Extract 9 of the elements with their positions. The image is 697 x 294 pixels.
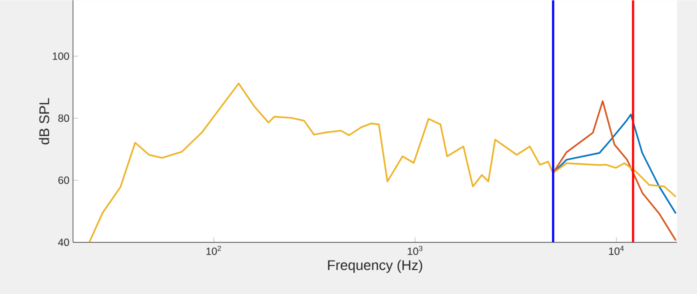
x-tick-label: 10$^{2}$ bbox=[206, 246, 221, 255]
y-axis-title: dB SPL bbox=[38, 98, 50, 144]
y-tick-label: 80 bbox=[58, 114, 70, 122]
y-tick-label: 100 bbox=[52, 52, 70, 60]
y-tick-label: 40 bbox=[58, 238, 70, 246]
x-tick-label: 10$^{4}$ bbox=[609, 246, 624, 255]
x-axis-title: Frequency (Hz) bbox=[328, 260, 422, 273]
y-tick-label: 60 bbox=[58, 176, 70, 184]
x-tick-label: 10$^{3}$ bbox=[408, 246, 422, 255]
